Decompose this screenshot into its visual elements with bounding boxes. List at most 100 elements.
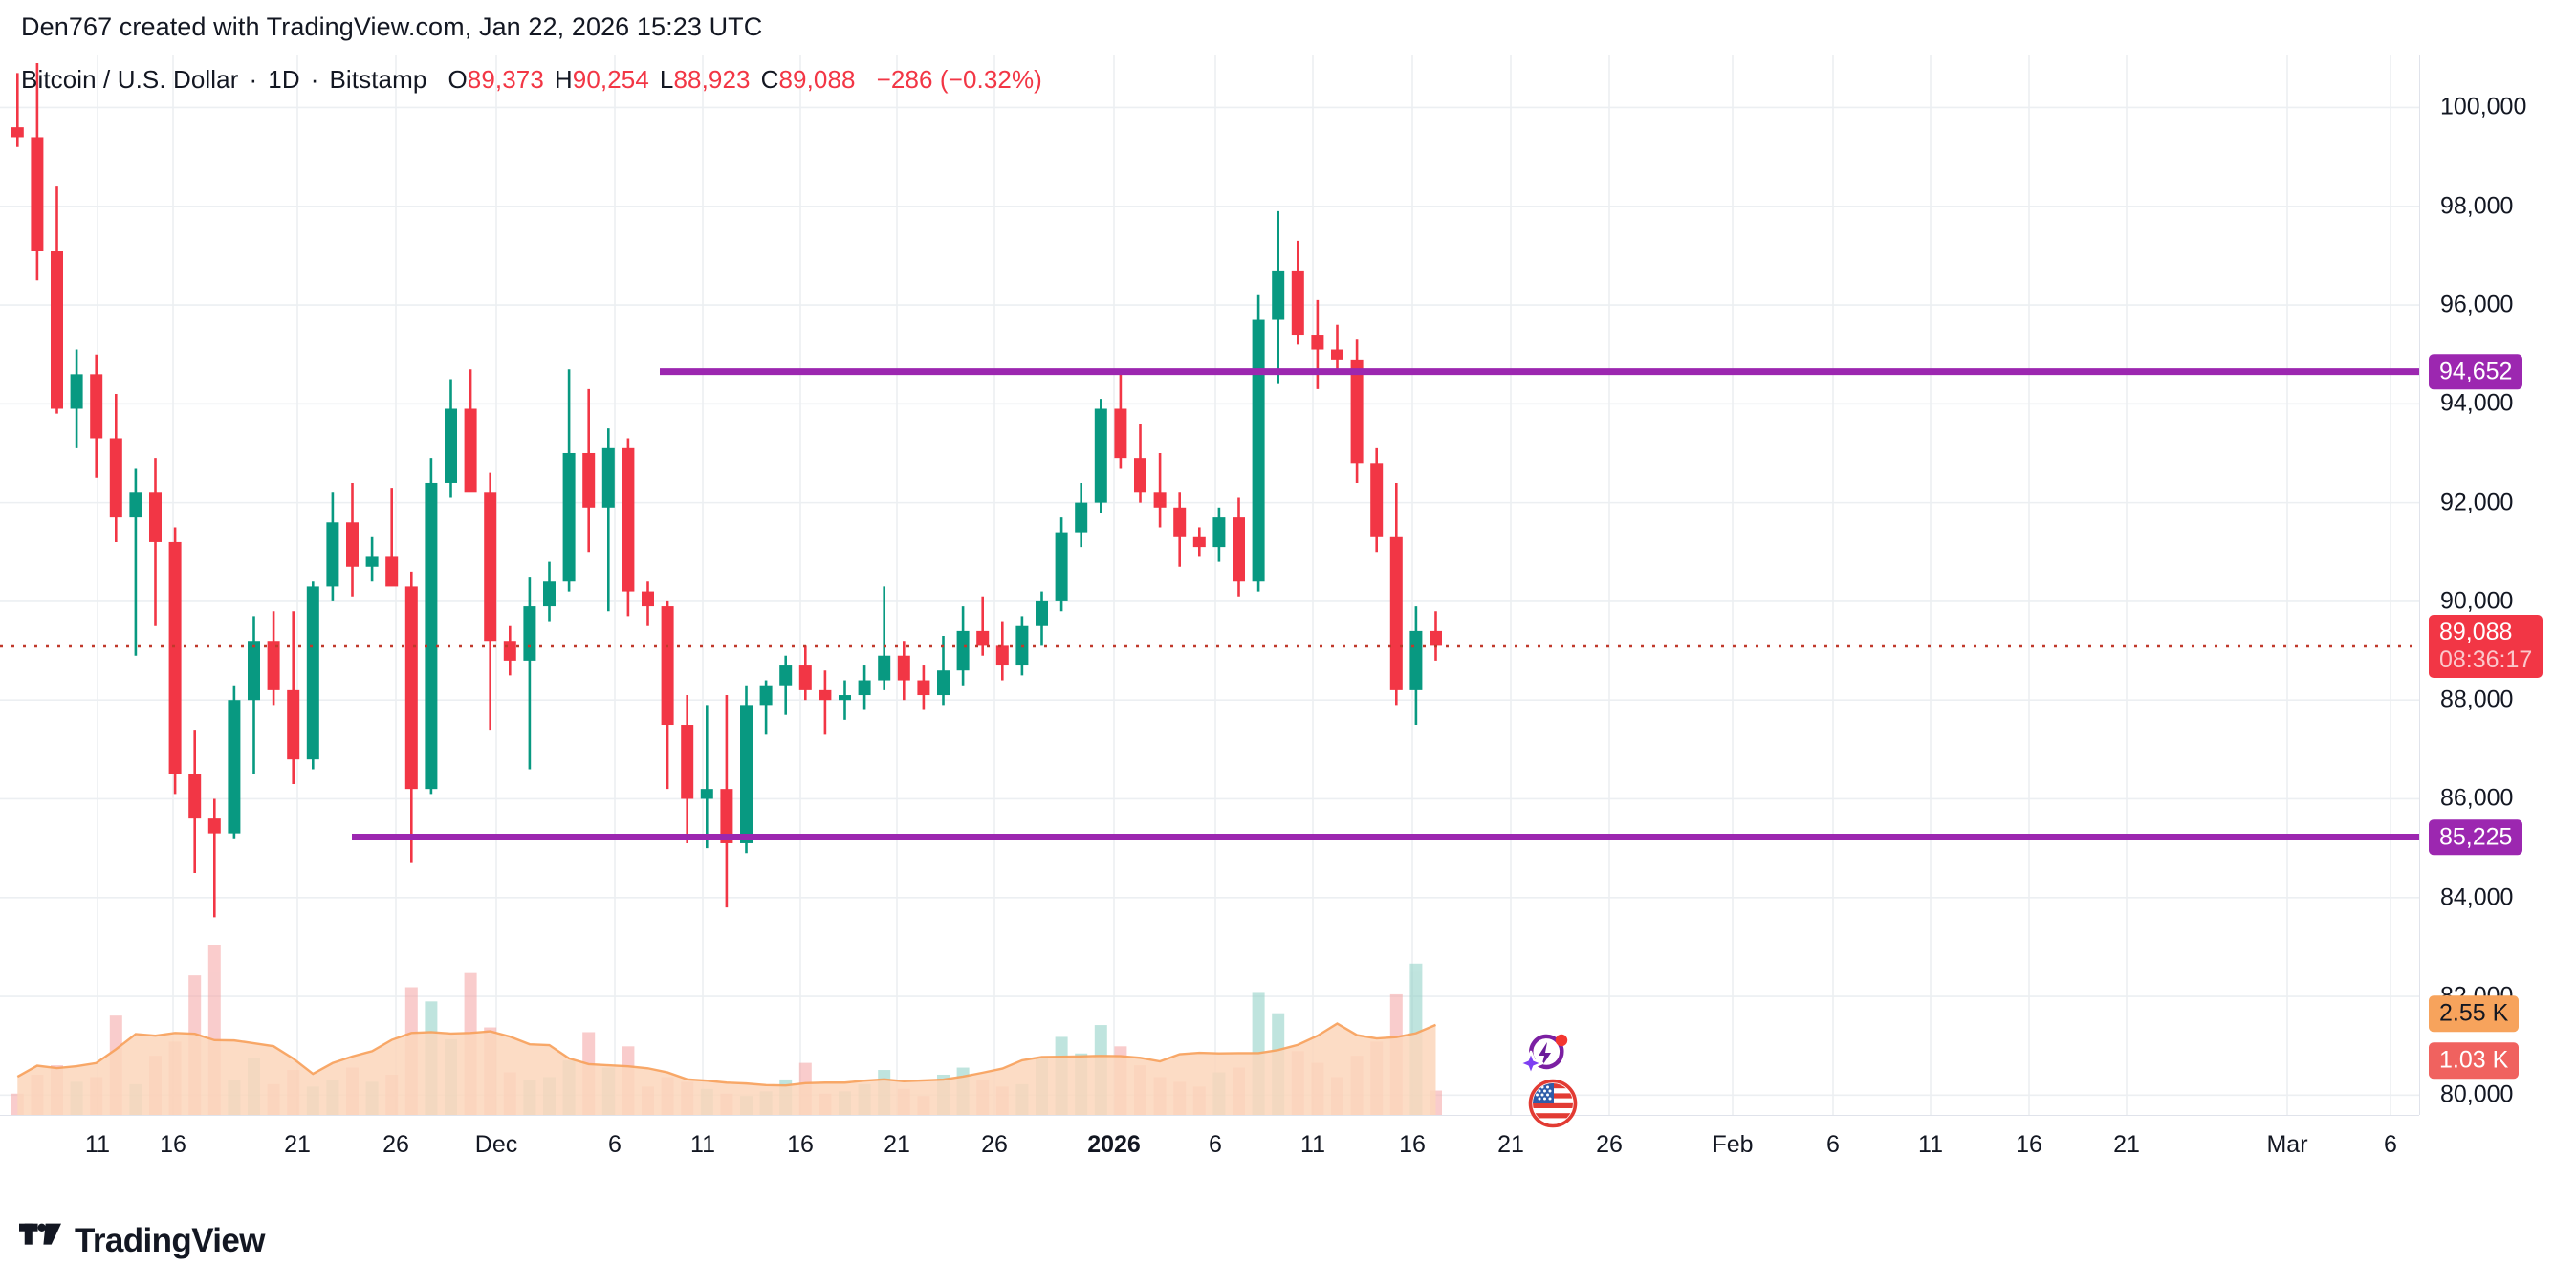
candle-body [129, 492, 142, 518]
time-tick: 11 [1918, 1131, 1943, 1158]
candle-body [90, 374, 103, 439]
candle-body [858, 680, 871, 696]
candle-body [425, 482, 438, 790]
time-tick: 11 [85, 1131, 110, 1158]
candle-body [839, 695, 851, 701]
candle-body [287, 689, 300, 760]
price-tick: 96,000 [2440, 291, 2514, 318]
resistance-price-label-value: 94,652 [2439, 357, 2513, 384]
candle-body [503, 641, 516, 661]
current-price-label[interactable]: 89,088 08:36:17 [2429, 615, 2543, 678]
candle-body [1409, 630, 1423, 690]
tradingview-logo: TradingView [19, 1222, 266, 1260]
volume-ma-line [16, 1022, 1436, 1087]
candle-body [188, 774, 202, 819]
price-tick: 90,000 [2440, 587, 2514, 615]
candle-body [601, 447, 615, 508]
candle-body [1173, 507, 1187, 537]
us-flag-badge[interactable] [1528, 1079, 1578, 1133]
candle-body [207, 818, 221, 834]
legend-close-key: C [760, 65, 779, 94]
candle-body [1370, 463, 1384, 537]
candle-body [1094, 408, 1107, 503]
legend-high-key: H [554, 65, 573, 94]
legend-sep-1: · [249, 65, 258, 94]
gridlines [0, 106, 2419, 1097]
candle-body [11, 127, 24, 138]
candle-body [681, 725, 694, 799]
support-price-label[interactable]: 85,225 [2429, 818, 2523, 856]
time-tick: 6 [1826, 1131, 1840, 1158]
time-tick: 2026 [1087, 1131, 1141, 1158]
price-tick: 84,000 [2440, 883, 2514, 911]
candle-body [661, 606, 674, 726]
time-tick: 26 [382, 1131, 409, 1158]
candle-body [70, 374, 83, 409]
candle-body [779, 665, 793, 686]
candle-body [1331, 349, 1343, 360]
candle-body [740, 705, 753, 843]
candle-body [622, 447, 635, 592]
price-tick: 92,000 [2440, 489, 2514, 516]
lightning-sparkle-icon [1517, 1034, 1568, 1077]
candle-body [642, 591, 654, 607]
candle-body [1036, 600, 1048, 626]
attribution-text: Den767 created with TradingView.com, Jan… [21, 12, 763, 41]
support-price-label-value: 85,225 [2439, 822, 2513, 850]
time-tick: 11 [690, 1131, 715, 1158]
candles [11, 63, 1442, 918]
candle-body [346, 522, 359, 567]
candle-body [1114, 408, 1127, 459]
time-tick: Mar [2266, 1131, 2308, 1158]
candle-body [365, 556, 379, 567]
candle-body [1252, 319, 1265, 582]
price-axis[interactable]: 100,000 98,000 96,000 94,000 92,000 90,000 88,… [2419, 55, 2576, 1115]
time-tick: Dec [474, 1131, 518, 1158]
candle-body [228, 700, 241, 834]
candle-body [385, 556, 399, 587]
legend-open-key: O [448, 65, 468, 94]
candle-body [484, 492, 497, 642]
candle-body [819, 689, 832, 701]
chart-plot-area[interactable] [0, 55, 2419, 1115]
volume-ma-label-value: 2.55 K [2439, 999, 2509, 1027]
candle-body [700, 789, 713, 799]
time-axis[interactable]: 11 16 21 26 Dec 6 11 16 21 26 2026 6 11 16 21 26 Feb 6 11 1… [0, 1115, 2419, 1171]
time-tick: 16 [1399, 1131, 1426, 1158]
candle-body [1134, 458, 1146, 493]
time-tick: 6 [608, 1131, 622, 1158]
time-tick: 21 [884, 1131, 910, 1158]
time-tick: Feb [1712, 1131, 1754, 1158]
current-price-label-countdown: 08:36:17 [2439, 646, 2533, 673]
price-tick: 94,000 [2440, 389, 2514, 417]
price-tick: 100,000 [2440, 93, 2527, 120]
candle-body [1055, 532, 1068, 601]
ai-lightning-badge[interactable] [1517, 1029, 1570, 1085]
tradingview-logo-icon [19, 1223, 61, 1245]
time-tick: 26 [981, 1131, 1008, 1158]
legend-symbol[interactable]: Bitcoin / U.S. Dollar [21, 65, 239, 94]
volume-last-label-value: 1.03 K [2439, 1046, 2509, 1074]
candle-body [1311, 335, 1324, 350]
candle-body [878, 655, 891, 681]
tradingview-wordmark: TradingView [75, 1222, 266, 1259]
price-tick: 86,000 [2440, 784, 2514, 812]
candle-body [1272, 270, 1285, 320]
candle-body [1350, 359, 1364, 464]
resistance-price-label[interactable]: 94,652 [2429, 353, 2523, 390]
candle-body [168, 541, 182, 774]
price-tick: 88,000 [2440, 686, 2514, 713]
legend-exchange[interactable]: Bitstamp [329, 65, 427, 94]
candle-body [326, 522, 339, 587]
volume-last-label[interactable]: 1.03 K [2429, 1042, 2520, 1079]
candle-body [995, 645, 1009, 666]
legend-interval[interactable]: 1D [268, 65, 300, 94]
candle-body [445, 408, 457, 483]
price-tick: 98,000 [2440, 192, 2514, 220]
current-price-label-value: 89,088 [2439, 619, 2513, 645]
time-tick: 6 [1209, 1131, 1222, 1158]
candle-body [248, 641, 260, 701]
legend-low-value: 88,923 [673, 65, 751, 94]
volume-ma-label[interactable]: 2.55 K [2429, 995, 2520, 1032]
time-tick: 16 [160, 1131, 186, 1158]
